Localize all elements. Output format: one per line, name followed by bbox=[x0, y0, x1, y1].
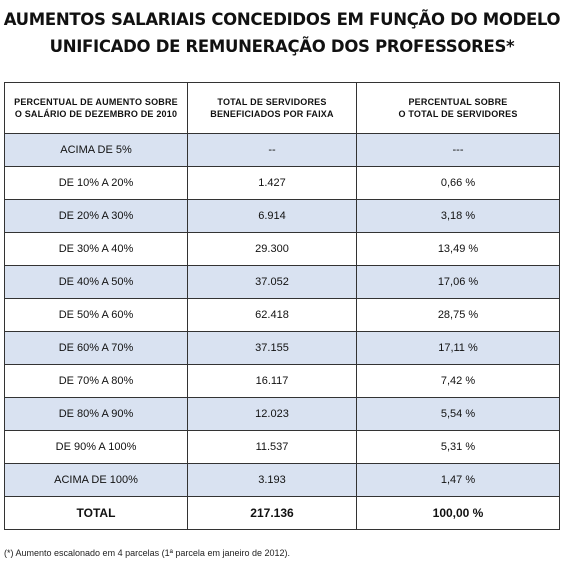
count-cell: 62.418 bbox=[187, 298, 357, 332]
count-cell: 12.023 bbox=[187, 397, 357, 431]
table-row: DE 10% A 20% 1.427 0,66 % bbox=[4, 166, 560, 200]
title-line-2: UNIFICADO DE REMUNERAÇÃO DOS PROFESSORES… bbox=[49, 37, 515, 56]
count-cell: 37.052 bbox=[187, 265, 357, 299]
range-cell: DE 60% A 70% bbox=[4, 331, 188, 365]
range-cell: DE 30% A 40% bbox=[4, 232, 188, 266]
range-cell: DE 40% A 50% bbox=[4, 265, 188, 299]
table-row: DE 80% A 90% 12.023 5,54 % bbox=[4, 397, 560, 431]
percent-cell: 7,42 % bbox=[356, 364, 560, 398]
table-row: DE 30% A 40% 29.300 13,49 % bbox=[4, 232, 560, 266]
percent-cell: 3,18 % bbox=[356, 199, 560, 233]
count-cell: 29.300 bbox=[187, 232, 357, 266]
count-cell: 3.193 bbox=[187, 463, 357, 497]
footnote: (*) Aumento escalonado em 4 parcelas (1ª… bbox=[4, 548, 290, 558]
percent-cell: 17,11 % bbox=[356, 331, 560, 365]
percent-cell: 5,54 % bbox=[356, 397, 560, 431]
header-increase-percentage: PERCENTUAL DE AUMENTO SOBRE O SALÁRIO DE… bbox=[4, 82, 188, 134]
total-percent: 100,00 % bbox=[356, 496, 560, 530]
range-cell: ACIMA DE 100% bbox=[4, 463, 188, 497]
header-percent-of-total: PERCENTUAL SOBRE O TOTAL DE SERVIDORES bbox=[356, 82, 560, 134]
percent-cell: 1,47 % bbox=[356, 463, 560, 497]
header-total-employees: TOTAL DE SERVIDORES BENEFICIADOS POR FAI… bbox=[187, 82, 357, 134]
percent-cell: 5,31 % bbox=[356, 430, 560, 464]
table-row: DE 70% A 80% 16.117 7,42 % bbox=[4, 364, 560, 398]
range-cell: DE 10% A 20% bbox=[4, 166, 188, 200]
total-count: 217.136 bbox=[187, 496, 357, 530]
count-cell: 37.155 bbox=[187, 331, 357, 365]
percent-cell: 13,49 % bbox=[356, 232, 560, 266]
count-cell: 6.914 bbox=[187, 199, 357, 233]
percent-cell: --- bbox=[356, 133, 560, 167]
range-cell: ACIMA DE 5% bbox=[4, 133, 188, 167]
table-row: DE 60% A 70% 37.155 17,11 % bbox=[4, 331, 560, 365]
count-cell: 16.117 bbox=[187, 364, 357, 398]
table-row: ACIMA DE 100% 3.193 1,47 % bbox=[4, 463, 560, 497]
table-header-row: PERCENTUAL DE AUMENTO SOBRE O SALÁRIO DE… bbox=[4, 82, 560, 134]
range-cell: DE 80% A 90% bbox=[4, 397, 188, 431]
percent-cell: 17,06 % bbox=[356, 265, 560, 299]
header-text: O TOTAL DE SERVIDORES bbox=[398, 109, 518, 119]
range-cell: DE 90% A 100% bbox=[4, 430, 188, 464]
table-row: DE 50% A 60% 62.418 28,75 % bbox=[4, 298, 560, 332]
salary-increase-table: PERCENTUAL DE AUMENTO SOBRE O SALÁRIO DE… bbox=[4, 82, 560, 530]
header-text: PERCENTUAL SOBRE bbox=[408, 97, 508, 107]
range-cell: DE 70% A 80% bbox=[4, 364, 188, 398]
count-cell: -- bbox=[187, 133, 357, 167]
range-cell: DE 50% A 60% bbox=[4, 298, 188, 332]
percent-cell: 0,66 % bbox=[356, 166, 560, 200]
header-text: BENEFICIADOS POR FAIXA bbox=[210, 109, 334, 119]
table-row: DE 90% A 100% 11.537 5,31 % bbox=[4, 430, 560, 464]
total-label: TOTAL bbox=[4, 496, 188, 530]
header-text: O SALÁRIO DE DEZEMBRO DE 2010 bbox=[14, 109, 178, 119]
header-text: TOTAL DE SERVIDORES bbox=[217, 97, 327, 107]
table-row: DE 40% A 50% 37.052 17,06 % bbox=[4, 265, 560, 299]
count-cell: 11.537 bbox=[187, 430, 357, 464]
percent-cell: 28,75 % bbox=[356, 298, 560, 332]
table-row: DE 20% A 30% 6.914 3,18 % bbox=[4, 199, 560, 233]
table-row: ACIMA DE 5% -- --- bbox=[4, 133, 560, 167]
title-line-1: AUMENTOS SALARIAIS CONCEDIDOS EM FUNÇÃO … bbox=[3, 10, 561, 29]
table-total-row: TOTAL 217.136 100,00 % bbox=[4, 496, 560, 530]
range-cell: DE 20% A 30% bbox=[4, 199, 188, 233]
header-text: PERCENTUAL DE AUMENTO SOBRE bbox=[14, 97, 178, 107]
count-cell: 1.427 bbox=[187, 166, 357, 200]
page-title: AUMENTOS SALARIAIS CONCEDIDOS EM FUNÇÃO … bbox=[0, 6, 564, 60]
